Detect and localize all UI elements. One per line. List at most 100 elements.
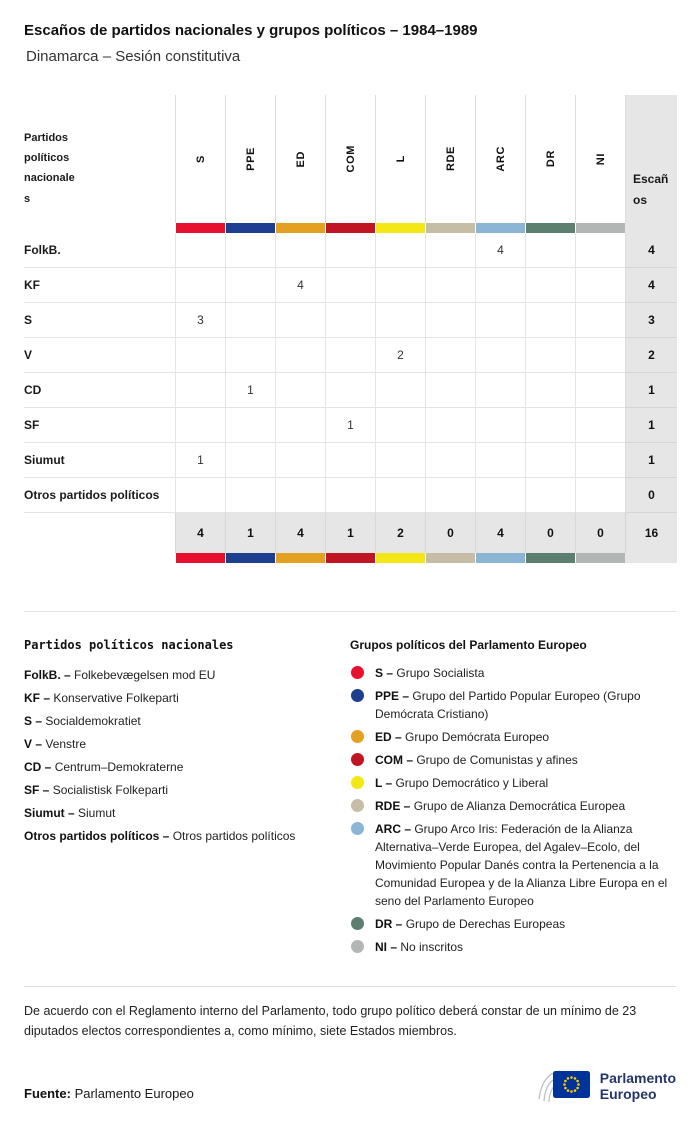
group-legend-item: ED – Grupo Demócrata Europeo xyxy=(350,728,676,746)
seat-cell xyxy=(325,443,375,478)
seat-cell xyxy=(525,478,575,513)
group-total-cell: 0 xyxy=(525,513,575,553)
seat-cell xyxy=(275,408,325,443)
row-total-cell: 1 xyxy=(625,443,677,478)
seat-cell xyxy=(525,443,575,478)
logo-text-line1: Parlamento xyxy=(599,1069,676,1086)
group-name: Grupo de Alianza Democrática Europea xyxy=(413,799,626,813)
row-total-cell: 0 xyxy=(625,478,677,513)
group-legend-item: DR – Grupo de Derechas Europeas xyxy=(350,915,676,933)
seat-cell xyxy=(575,338,625,373)
seat-cell xyxy=(325,268,375,303)
group-legend-text: ARC – Grupo Arco Iris: Federación de la … xyxy=(375,820,676,910)
group-color-bar xyxy=(475,223,525,233)
page-subtitle: Dinamarca – Sesión constitutiva xyxy=(26,48,241,65)
group-color-bar xyxy=(425,553,475,563)
group-color-bar xyxy=(575,553,625,563)
group-abbr: S – xyxy=(375,666,397,680)
seat-cell xyxy=(475,373,525,408)
group-legend-text: ED – Grupo Demócrata Europeo xyxy=(375,728,676,746)
seat-cell xyxy=(275,478,325,513)
source-value: Parlamento Europeo xyxy=(74,1086,194,1101)
group-column-header: ARC xyxy=(475,95,525,223)
seat-cell xyxy=(325,233,375,268)
seat-cell xyxy=(475,478,525,513)
group-color-bar xyxy=(575,223,625,233)
group-abbr: ARC – xyxy=(375,822,415,836)
group-column-header: PPE xyxy=(225,95,275,223)
party-name: Socialdemokratiet xyxy=(45,714,141,728)
group-color-bar xyxy=(175,553,225,563)
row-total-cell: 4 xyxy=(625,233,677,268)
group-color-dot xyxy=(351,730,364,743)
party-row-label: KF xyxy=(24,268,175,303)
seat-cell: 4 xyxy=(275,268,325,303)
seat-cell xyxy=(575,478,625,513)
parties-column-header-label: Partidos políticos nacionales xyxy=(24,131,75,205)
group-column-header: RDE xyxy=(425,95,475,223)
party-legend-item: Siumut – Siumut xyxy=(24,806,334,821)
group-color-bar xyxy=(225,223,275,233)
seat-cell xyxy=(475,443,525,478)
party-name: Venstre xyxy=(45,737,87,751)
group-color-bar xyxy=(325,223,375,233)
party-abbr: KF – xyxy=(24,691,54,705)
national-parties-legend-list: FolkB. – Folkebevægelsen mod EU KF – Kons… xyxy=(24,668,334,844)
totals-row-spacer xyxy=(24,513,175,553)
seat-cell: 4 xyxy=(475,233,525,268)
group-legend-text: NI – No inscritos xyxy=(375,938,676,956)
party-abbr: V – xyxy=(24,737,46,751)
seat-cell xyxy=(425,443,475,478)
seat-cell xyxy=(475,408,525,443)
seat-cell xyxy=(175,338,225,373)
source-line: Fuente: Parlamento Europeo xyxy=(24,1086,194,1105)
group-name: Grupo Democrático y Liberal xyxy=(395,776,549,790)
party-name: Centrum–Demokraterne xyxy=(54,760,184,774)
seat-cell xyxy=(275,443,325,478)
group-color-dot xyxy=(351,776,364,789)
group-abbr: RDE – xyxy=(375,799,414,813)
group-total-cell: 1 xyxy=(325,513,375,553)
group-legend-text: COM – Grupo de Comunistas y afines xyxy=(375,751,676,769)
seat-cell xyxy=(525,373,575,408)
group-color-bar xyxy=(525,223,575,233)
group-column-header: L xyxy=(375,95,425,223)
group-color-dot xyxy=(351,753,364,766)
group-column-header: DR xyxy=(525,95,575,223)
eu-flag-icon xyxy=(538,1070,590,1103)
row-total-cell: 2 xyxy=(625,338,677,373)
seat-cell xyxy=(275,373,325,408)
seat-cell: 1 xyxy=(225,373,275,408)
group-name: Grupo de Derechas Europeas xyxy=(405,917,566,931)
group-total-cell: 4 xyxy=(475,513,525,553)
seat-cell xyxy=(425,268,475,303)
party-name: Socialistisk Folkeparti xyxy=(52,783,169,797)
seats-column-bar-fill xyxy=(625,553,677,563)
political-groups-legend-list: S – Grupo Socialista PPE – Grupo del Part… xyxy=(350,664,676,956)
party-row-label: SF xyxy=(24,408,175,443)
source-label: Fuente: xyxy=(24,1086,71,1101)
seat-cell xyxy=(275,303,325,338)
group-name: No inscritos xyxy=(400,940,464,954)
party-legend-item: SF – Socialistisk Folkeparti xyxy=(24,783,334,798)
group-abbr: ED – xyxy=(375,730,406,744)
political-groups-legend-title: Grupos políticos del Parlamento Europeo xyxy=(350,638,587,652)
group-abbr: NI – xyxy=(375,940,401,954)
group-legend-text: DR – Grupo de Derechas Europeas xyxy=(375,915,676,933)
group-legend-text: L – Grupo Democrático y Liberal xyxy=(375,774,676,792)
group-color-bar xyxy=(375,223,425,233)
group-column-header: COM xyxy=(325,95,375,223)
party-legend-item: CD – Centrum–Demokraterne xyxy=(24,760,334,775)
seat-cell xyxy=(225,233,275,268)
seat-cell xyxy=(175,478,225,513)
seat-cell xyxy=(525,233,575,268)
group-name: Grupo Socialista xyxy=(396,666,485,680)
party-legend-item: KF – Konservative Folkeparti xyxy=(24,691,334,706)
seat-cell xyxy=(225,303,275,338)
group-code-label: ED xyxy=(294,150,307,168)
bar-row-spacer xyxy=(24,553,175,563)
group-color-bar xyxy=(525,553,575,563)
group-code-label: PPE xyxy=(244,147,257,171)
row-total-cell: 4 xyxy=(625,268,677,303)
group-code-label: NI xyxy=(594,152,607,166)
